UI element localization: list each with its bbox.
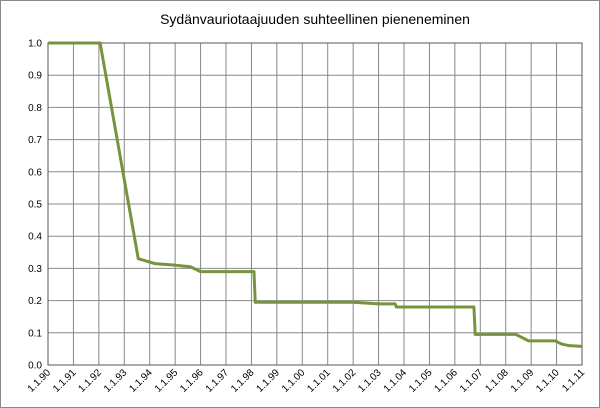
- y-tick-label: 0.0: [28, 361, 42, 372]
- y-tick-label: 0.6: [28, 167, 42, 178]
- y-tick-label: 0.9: [28, 71, 42, 82]
- y-tick-label: 0.1: [28, 328, 42, 339]
- data-line: [48, 41, 583, 348]
- chart-title: Sydänvauriotaajuuden suhteellinen pienen…: [160, 11, 470, 27]
- plot-frame: [47, 42, 583, 366]
- y-tick-label: 0.8: [28, 103, 42, 114]
- y-tick-label: 0.2: [28, 296, 42, 307]
- y-tick-label: 0.5: [28, 200, 42, 211]
- y-tick-label: 0.4: [28, 232, 42, 243]
- y-tick-label: 0.3: [28, 264, 42, 275]
- y-tick-label: 1.0: [28, 39, 42, 50]
- y-tick-label: 0.7: [28, 135, 42, 146]
